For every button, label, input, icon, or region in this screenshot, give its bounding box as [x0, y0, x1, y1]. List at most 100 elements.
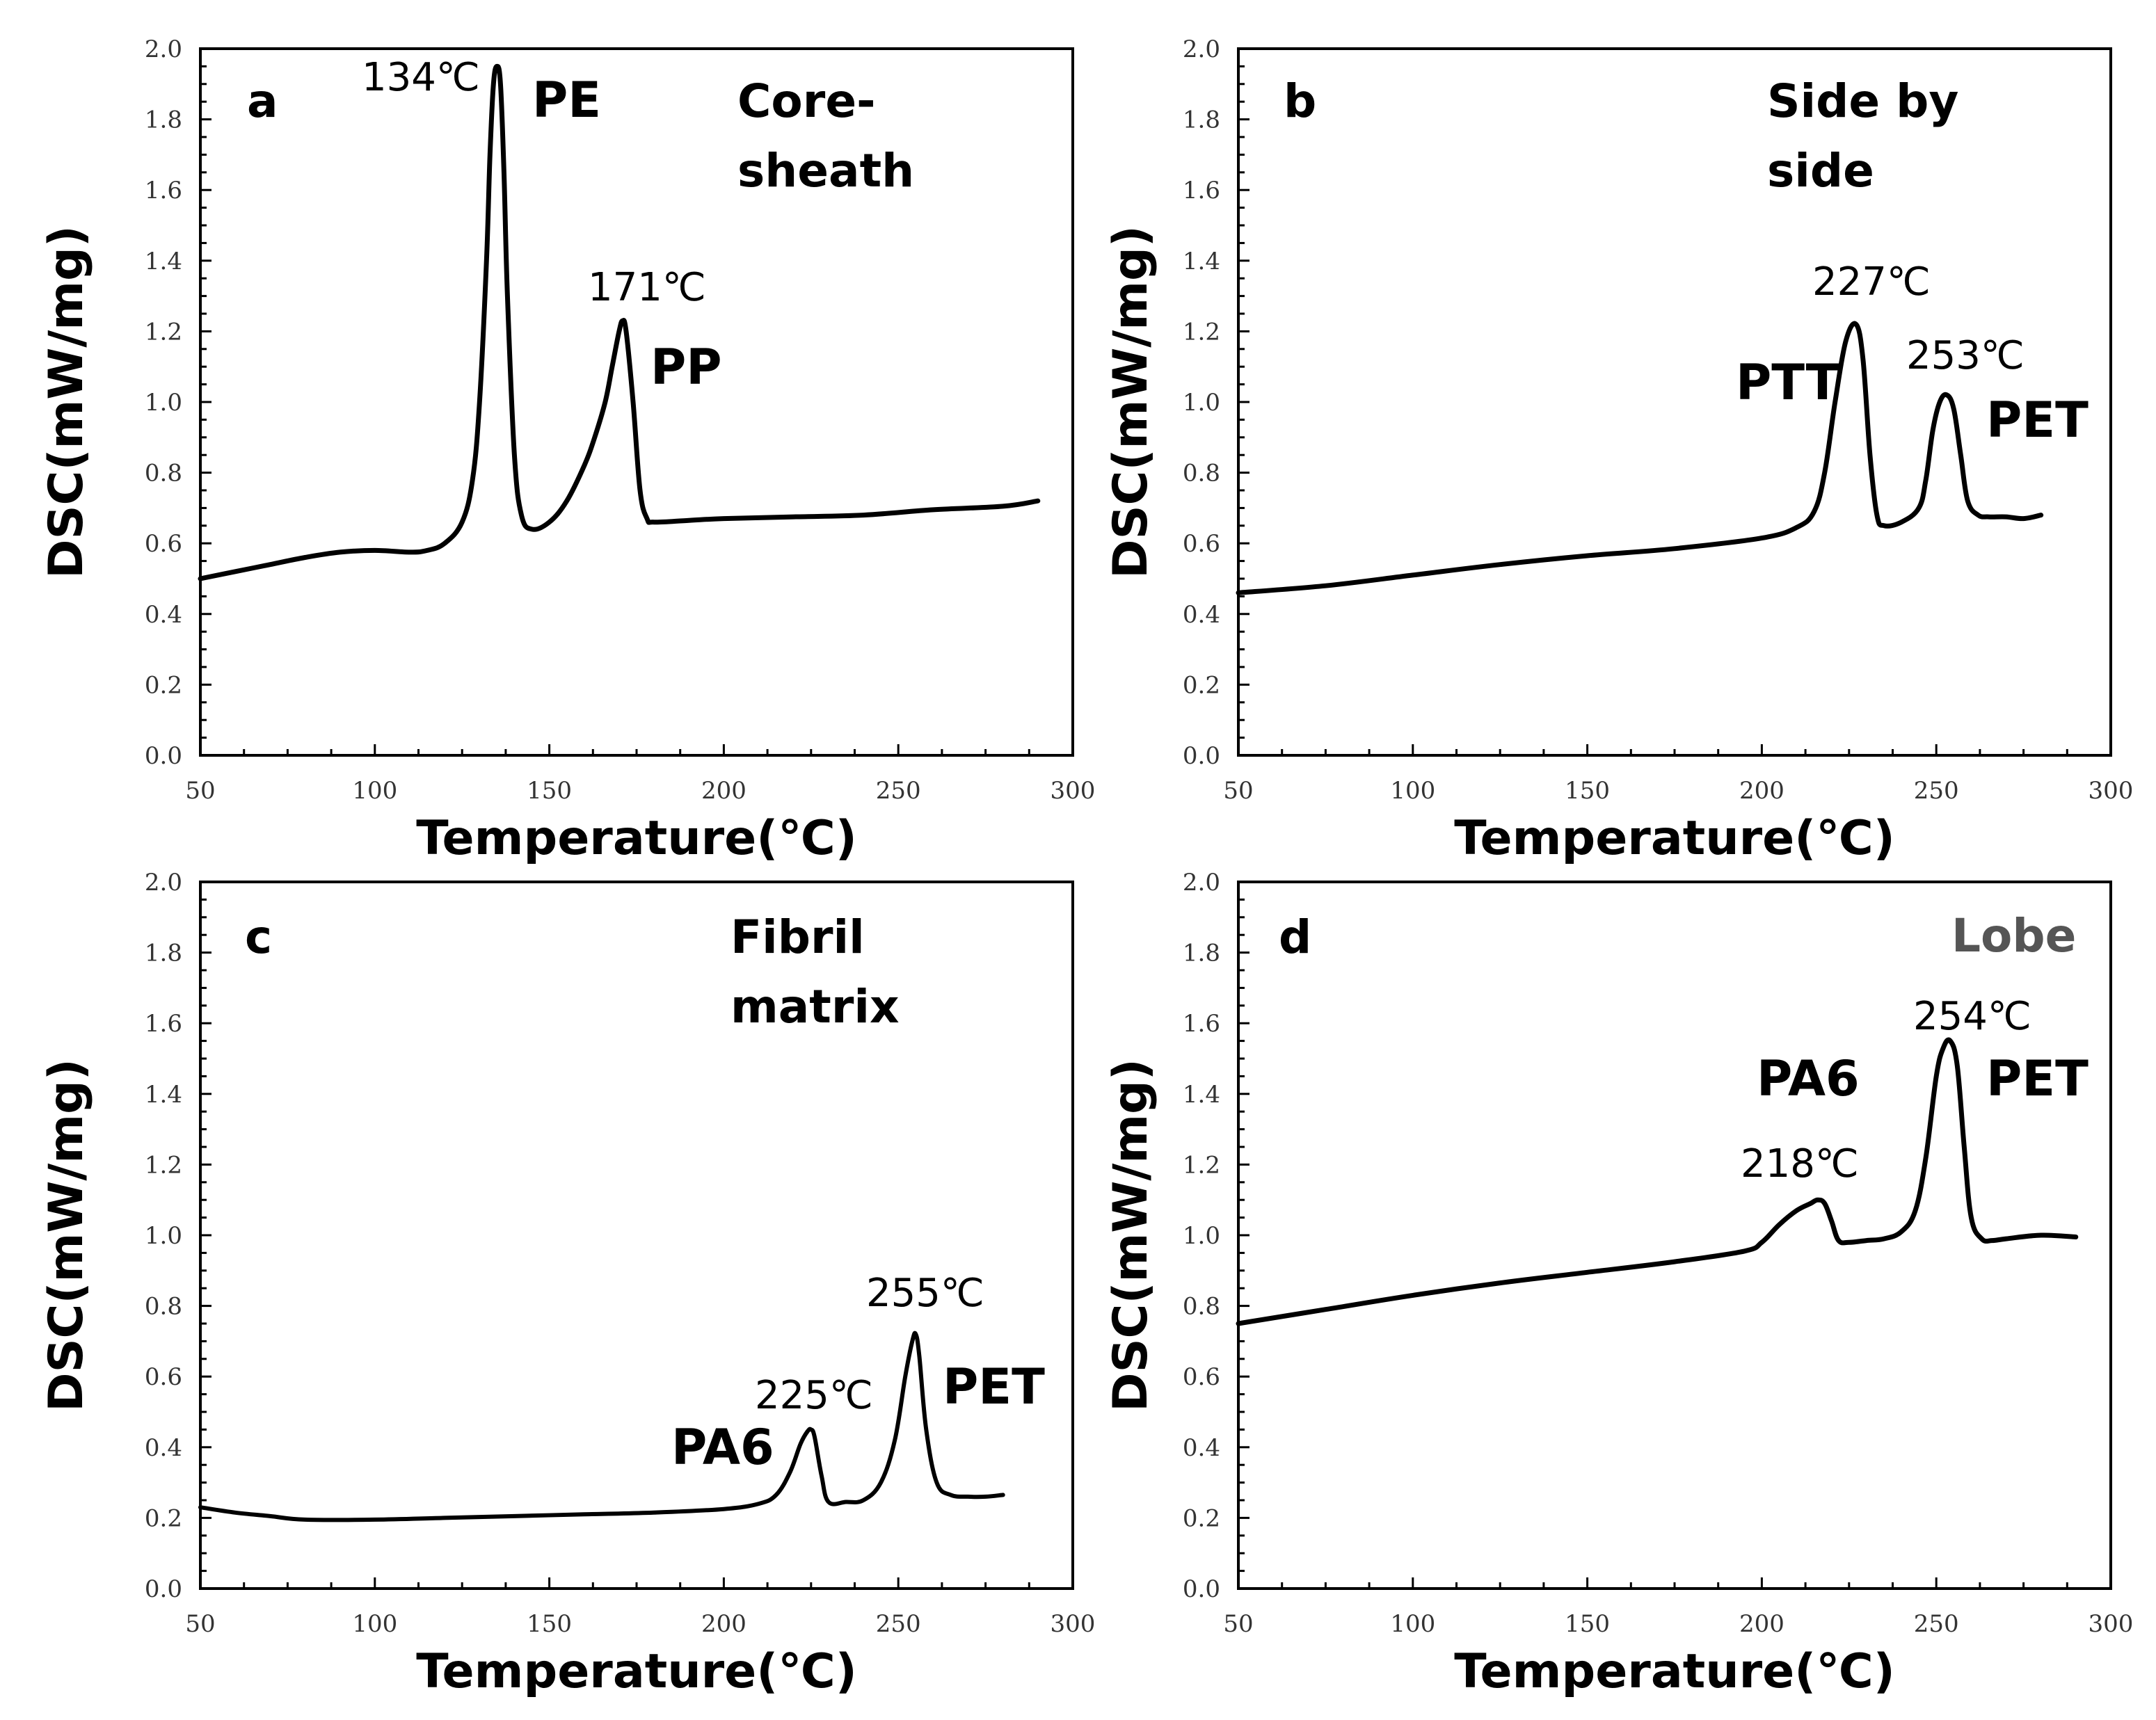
y-tick-label: 2.0 — [1183, 35, 1220, 63]
x-tick-label: 150 — [527, 777, 572, 805]
y-tick-label: 1.2 — [1183, 318, 1220, 346]
x-tick-label: 50 — [185, 1610, 215, 1638]
y-tick-label: 1.2 — [145, 318, 182, 346]
tick-marks — [1237, 47, 2112, 757]
x-axis-title: Temperature(℃) — [416, 811, 857, 866]
x-tick-labels: 50 100 150 200 250 300 — [1223, 1610, 2133, 1638]
sample-label-line-1: Core- — [737, 74, 875, 128]
series-label: PTT — [1736, 354, 1839, 411]
y-tick-label: 1.6 — [1183, 177, 1220, 204]
panel-d: 50 100 150 200 250 300 0.0 0.2 0.4 0.6 0.8 1.0 1.2 1… — [1103, 869, 2133, 1699]
x-axis-title: Temperature(℃) — [416, 1644, 857, 1699]
x-tick-label: 200 — [1739, 1610, 1784, 1638]
y-tick-label: 1.6 — [1183, 1010, 1220, 1038]
y-tick-label: 1.4 — [145, 1081, 182, 1109]
sample-label-line-2: matrix — [730, 980, 900, 1034]
y-tick-label: 0.0 — [145, 742, 182, 770]
y-tick-label: 0.8 — [1183, 460, 1220, 488]
y-tick-label: 0.8 — [145, 460, 182, 488]
y-axis-title: DSC(mW/mg) — [39, 1059, 94, 1412]
x-tick-label: 100 — [1390, 777, 1435, 805]
y-tick-label: 0.0 — [1183, 742, 1220, 770]
y-tick-labels: 0.0 0.2 0.4 0.6 0.8 1.0 1.2 1.4 1.6 1.8 2.0 — [1183, 35, 1220, 770]
plot-frame — [199, 47, 1074, 757]
y-tick-label: 0.6 — [1183, 1363, 1220, 1391]
peak-temp-label: 255℃ — [866, 1271, 984, 1316]
y-tick-label: 0.6 — [1183, 530, 1220, 558]
y-tick-label: 1.8 — [145, 940, 182, 967]
sample-label-line-1: Lobe — [1951, 909, 2076, 963]
peak-temp-label: 227℃ — [1812, 259, 1931, 305]
y-tick-label: 0.2 — [1183, 1504, 1220, 1532]
y-tick-label: 2.0 — [145, 35, 182, 63]
y-tick-label: 1.6 — [145, 1010, 182, 1038]
y-tick-label: 2.0 — [145, 869, 182, 897]
y-tick-label: 0.6 — [145, 1363, 182, 1391]
x-tick-label: 200 — [701, 777, 746, 805]
y-tick-labels: 0.0 0.2 0.4 0.6 0.8 1.0 1.2 1.4 1.6 1.8 2.0 — [145, 35, 182, 770]
peak-temp-label: 225℃ — [755, 1373, 873, 1418]
panel-letter: a — [247, 74, 278, 128]
series-label: PA6 — [1757, 1050, 1860, 1107]
x-tick-label: 300 — [1051, 1610, 1096, 1638]
y-tick-label: 0.4 — [1183, 601, 1220, 629]
dsc-curve — [198, 63, 1041, 581]
sample-label-line-2: side — [1767, 144, 1874, 198]
y-axis-title: DSC(mW/mg) — [1103, 1059, 1158, 1412]
x-tick-label: 150 — [1565, 1610, 1610, 1638]
y-tick-label: 1.4 — [1183, 248, 1220, 275]
y-tick-labels: 0.0 0.2 0.4 0.6 0.8 1.0 1.2 1.4 1.6 1.8 2.0 — [145, 869, 182, 1603]
x-tick-label: 50 — [1223, 1610, 1253, 1638]
x-tick-label: 250 — [1914, 1610, 1959, 1638]
x-tick-label: 250 — [876, 1610, 921, 1638]
y-tick-label: 1.8 — [1183, 940, 1220, 967]
dsc-curve — [1236, 321, 2044, 595]
x-tick-label: 150 — [1565, 777, 1610, 805]
y-tick-label: 1.6 — [145, 177, 182, 204]
y-tick-label: 0.8 — [1183, 1293, 1220, 1321]
y-tick-labels: 0.0 0.2 0.4 0.6 0.8 1.0 1.2 1.4 1.6 1.8 2.0 — [1183, 869, 1220, 1603]
series-label: PET — [943, 1358, 1045, 1415]
sample-label-line-1: Side by — [1767, 74, 1958, 128]
y-tick-label: 1.4 — [145, 248, 182, 275]
y-tick-label: 0.4 — [145, 1434, 182, 1462]
x-tick-label: 50 — [185, 777, 215, 805]
panel-letter: b — [1284, 74, 1316, 128]
sample-label-line-2: sheath — [737, 144, 914, 198]
y-tick-label: 0.6 — [145, 530, 182, 558]
x-tick-label: 100 — [1390, 1610, 1435, 1638]
sample-label-line-1: Fibril — [730, 910, 865, 964]
y-tick-label: 2.0 — [1183, 869, 1220, 897]
panel-b: 50 100 150 200 250 300 0.0 0.2 0.4 0.6 0.8 1.0 1.2 1… — [1103, 35, 2133, 866]
series-label: PA6 — [671, 1419, 774, 1476]
x-tick-label: 300 — [1051, 777, 1096, 805]
plot-frame — [199, 881, 1074, 1590]
y-tick-label: 1.0 — [145, 389, 182, 417]
dsc-curve — [198, 1331, 1005, 1522]
peak-temp-label: 254℃ — [1913, 994, 2031, 1039]
panel-letter: d — [1279, 910, 1311, 964]
y-tick-label: 0.2 — [1183, 671, 1220, 699]
x-tick-labels: 50 100 150 200 250 300 — [185, 1610, 1095, 1638]
x-tick-label: 100 — [352, 777, 397, 805]
peak-temp-label: 171℃ — [588, 265, 706, 310]
x-tick-label: 100 — [352, 1610, 397, 1638]
y-tick-label: 1.0 — [145, 1222, 182, 1250]
x-tick-label: 200 — [1739, 777, 1784, 805]
dsc-curve — [1236, 1037, 2079, 1326]
x-axis-title: Temperature(℃) — [1454, 811, 1895, 866]
x-tick-label: 250 — [1914, 777, 1959, 805]
x-tick-label: 300 — [2089, 1610, 2134, 1638]
tick-marks — [199, 47, 1074, 757]
panel-a: 50 100 150 200 250 300 0.0 0.2 0.4 0.6 0.8 1.0 1.2 1… — [39, 35, 1095, 866]
y-tick-label: 0.2 — [145, 671, 182, 699]
x-axis-title: Temperature(℃) — [1454, 1644, 1895, 1699]
y-tick-label: 1.8 — [1183, 106, 1220, 134]
y-tick-label: 0.2 — [145, 1504, 182, 1532]
peak-temp-label: 218℃ — [1741, 1141, 1859, 1187]
x-tick-label: 300 — [2089, 777, 2134, 805]
series-label: PP — [650, 339, 722, 396]
x-tick-label: 50 — [1223, 777, 1253, 805]
y-tick-label: 1.0 — [1183, 389, 1220, 417]
y-tick-label: 1.2 — [145, 1151, 182, 1179]
